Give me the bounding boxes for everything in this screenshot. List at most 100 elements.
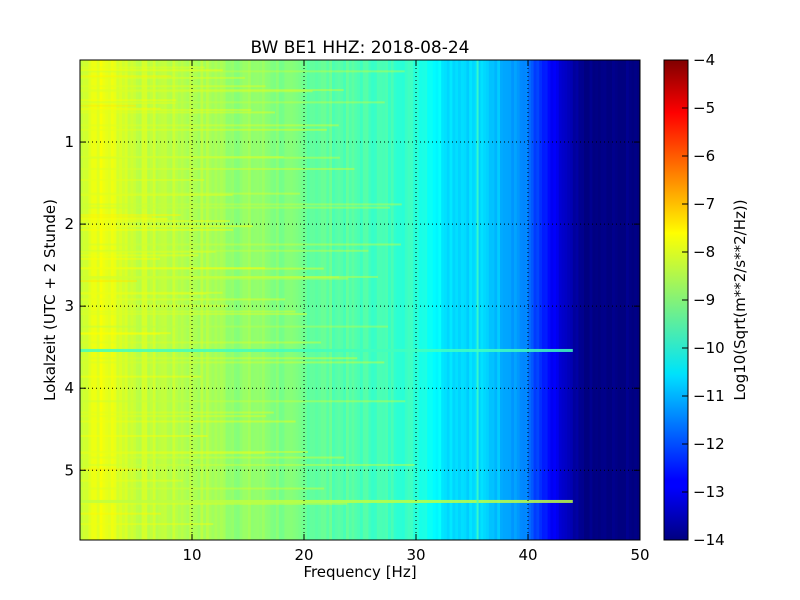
heatmap-column: [295, 60, 299, 540]
heatmap-column: [214, 60, 218, 540]
heatmap-streak: [80, 357, 358, 360]
heatmap-column: [127, 60, 131, 540]
heatmap-column: [528, 60, 532, 540]
colorbar-tick-label: −10: [693, 339, 725, 357]
heatmap-column: [99, 60, 103, 540]
heatmap-column: [236, 60, 241, 540]
y-tick-label: 2: [64, 215, 74, 233]
heatmap-streak: [80, 206, 391, 209]
heatmap-column: [542, 60, 546, 540]
heatmap-column: [399, 60, 403, 540]
heatmap-column: [113, 60, 117, 540]
heatmap-column: [407, 60, 411, 540]
heatmap-column: [477, 60, 481, 540]
heatmap-streak: [80, 101, 385, 104]
heatmap-streak: [80, 75, 172, 78]
heatmap-column: [600, 60, 605, 540]
heatmap-column: [306, 60, 311, 540]
y-tick-label: 4: [64, 379, 74, 397]
heatmap-streak: [80, 107, 161, 110]
heatmap-column: [346, 60, 350, 540]
heatmap-column: [264, 60, 269, 540]
heatmap-column: [388, 60, 392, 540]
horizontal-event-band: [80, 348, 573, 352]
heatmap-column: [351, 60, 355, 540]
heatmap-streak: [80, 254, 199, 257]
heatmap-column: [94, 60, 98, 540]
heatmap-column: [248, 60, 252, 540]
heatmap-column: [343, 60, 347, 540]
heatmap-column: [362, 60, 367, 540]
heatmap-column: [315, 60, 319, 540]
heatmap-streak: [80, 341, 322, 344]
heatmap-column: [572, 60, 577, 540]
heatmap-column: [427, 60, 431, 540]
heatmap-column: [326, 60, 330, 540]
heatmap-column: [85, 60, 89, 540]
heatmap-column: [376, 60, 381, 540]
heatmap-column: [172, 60, 176, 540]
heatmap-streak: [80, 69, 223, 72]
heatmap-column: [144, 60, 148, 540]
heatmap-column: [550, 60, 554, 540]
heatmap-column: [124, 60, 129, 540]
heatmap-column: [138, 60, 143, 540]
heatmap-column: [458, 60, 462, 540]
heatmap-column: [276, 60, 280, 540]
colorbar-tick-label: −14: [693, 531, 725, 549]
heatmap-column: [480, 60, 484, 540]
heatmap-column: [379, 60, 383, 540]
heatmap-streak: [80, 463, 415, 466]
heatmap-column: [365, 60, 369, 540]
x-tick-label: 10: [182, 546, 201, 564]
heatmap-column: [245, 60, 249, 540]
heatmap-column: [396, 60, 400, 540]
heatmap-column: [334, 60, 339, 540]
heatmap-streak: [80, 225, 253, 228]
heatmap-column: [354, 60, 358, 540]
colorbar-tick-label: −9: [693, 291, 715, 309]
heatmap-streak: [80, 257, 161, 260]
heatmap-column: [239, 60, 243, 540]
heatmap-column: [581, 60, 585, 540]
heatmap-column: [108, 60, 112, 540]
heatmap-column: [626, 60, 630, 540]
heatmap-streak: [80, 512, 162, 515]
heatmap-column: [281, 60, 285, 540]
heatmap-column: [270, 60, 274, 540]
heatmap-column: [105, 60, 109, 540]
heatmap-column: [536, 60, 540, 540]
heatmap-column: [309, 60, 313, 540]
heatmap-column: [449, 60, 453, 540]
heatmap-streak: [80, 90, 313, 93]
heatmap-column: [463, 60, 467, 540]
heatmap-row-streaks: [80, 66, 415, 526]
heatmap-column: [80, 60, 84, 540]
heatmap-column: [292, 60, 297, 540]
x-tick-label: 30: [406, 546, 425, 564]
chart-title: BW BE1 HHZ: 2018-08-24: [250, 38, 469, 58]
heatmap-streak: [80, 228, 234, 231]
heatmap-column: [110, 60, 115, 540]
heatmap-column: [558, 60, 563, 540]
heatmap-column: [547, 60, 551, 540]
horizontal-event-band: [80, 499, 573, 503]
heatmap-streak: [80, 111, 275, 114]
heatmap-column: [614, 60, 619, 540]
heatmap-column: [267, 60, 271, 540]
heatmap-column: [486, 60, 490, 540]
heatmap-column: [253, 60, 257, 540]
heatmap-streak: [80, 479, 183, 482]
heatmap-column: [220, 60, 224, 540]
heatmap-column: [488, 60, 493, 540]
heatmap-streak: [80, 291, 223, 294]
heatmap-column: [374, 60, 378, 540]
heatmap-column: [564, 60, 568, 540]
colorbar-title: Log10(Sqrt(m**2/s**2/Hz)): [731, 199, 749, 400]
heatmap-column: [460, 60, 465, 540]
heatmap-column: [438, 60, 442, 540]
heatmap-column: [357, 60, 361, 540]
heatmap-column: [119, 60, 123, 540]
heatmap-column: [519, 60, 523, 540]
